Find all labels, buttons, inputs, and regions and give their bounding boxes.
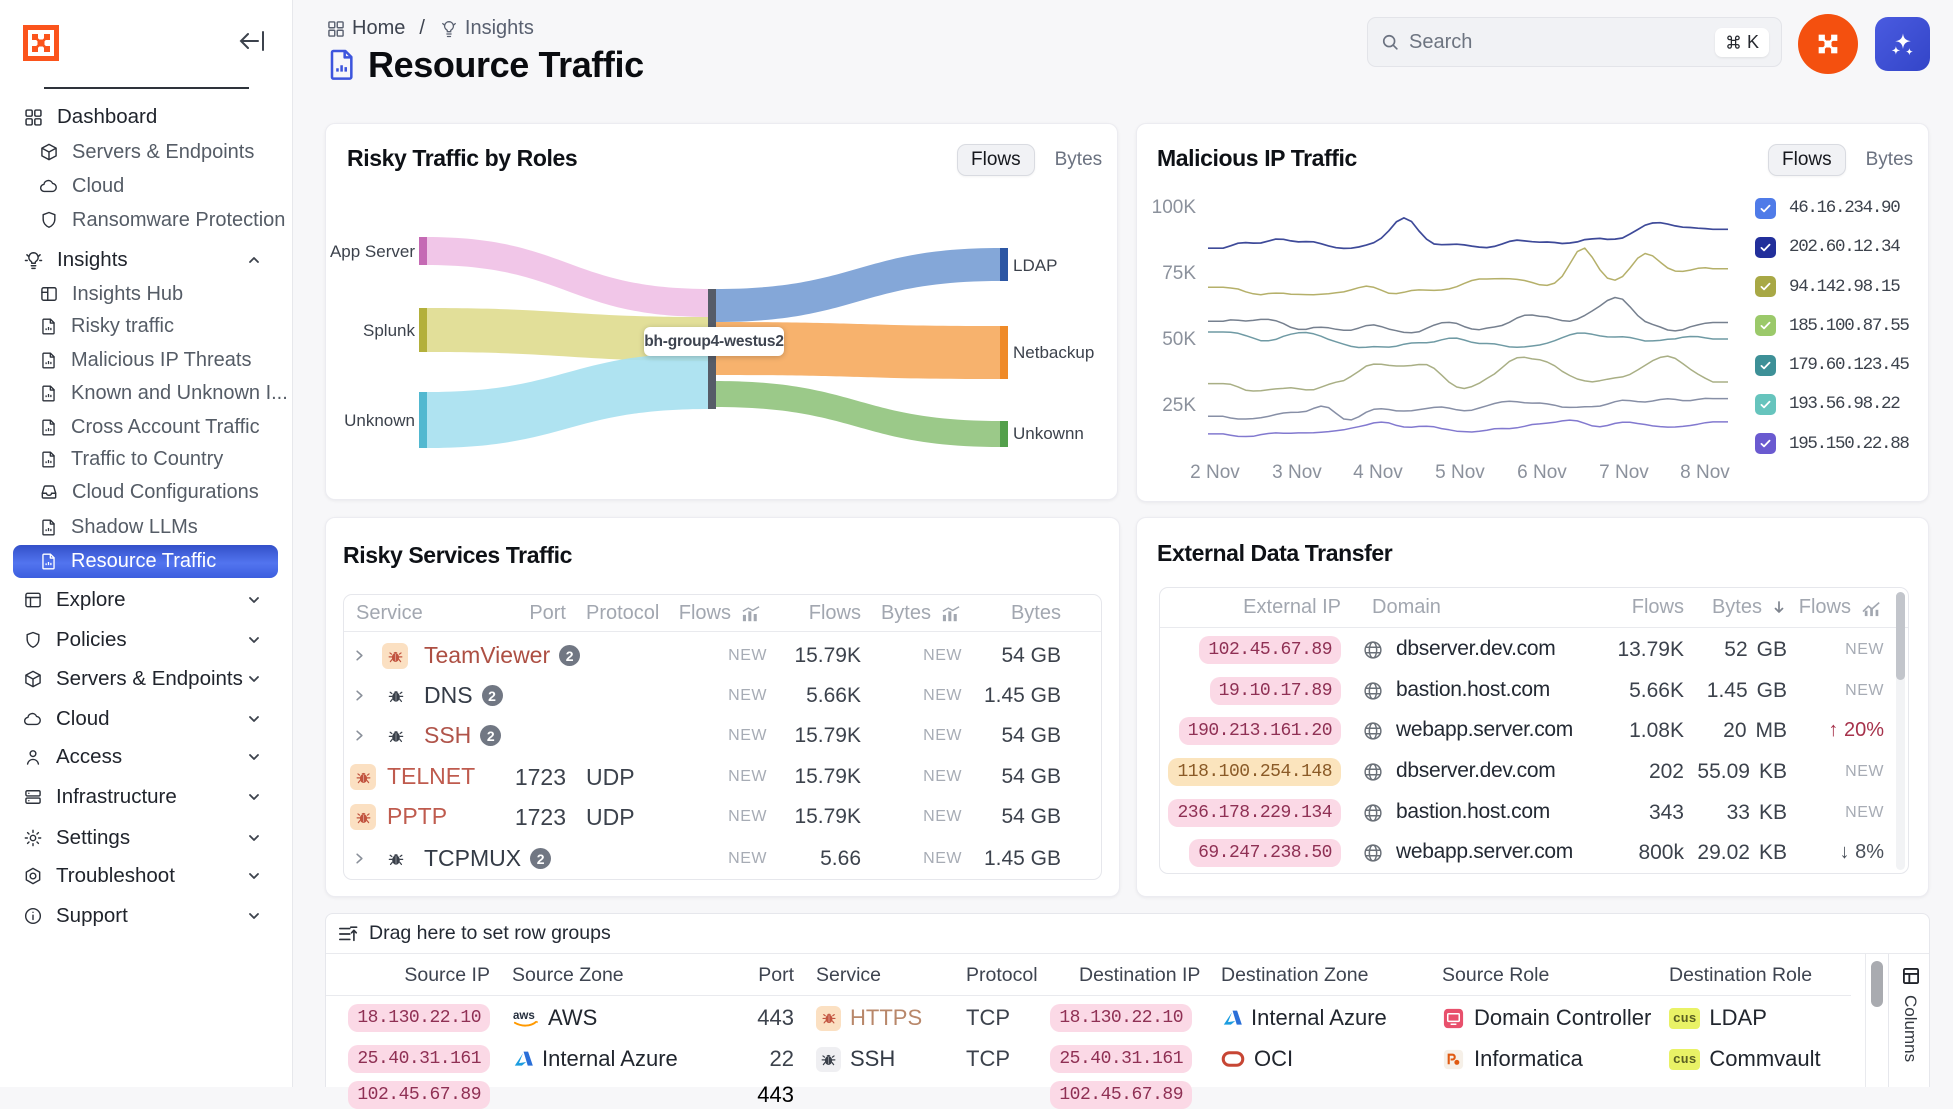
svg-text:aws: aws: [513, 1010, 535, 1022]
